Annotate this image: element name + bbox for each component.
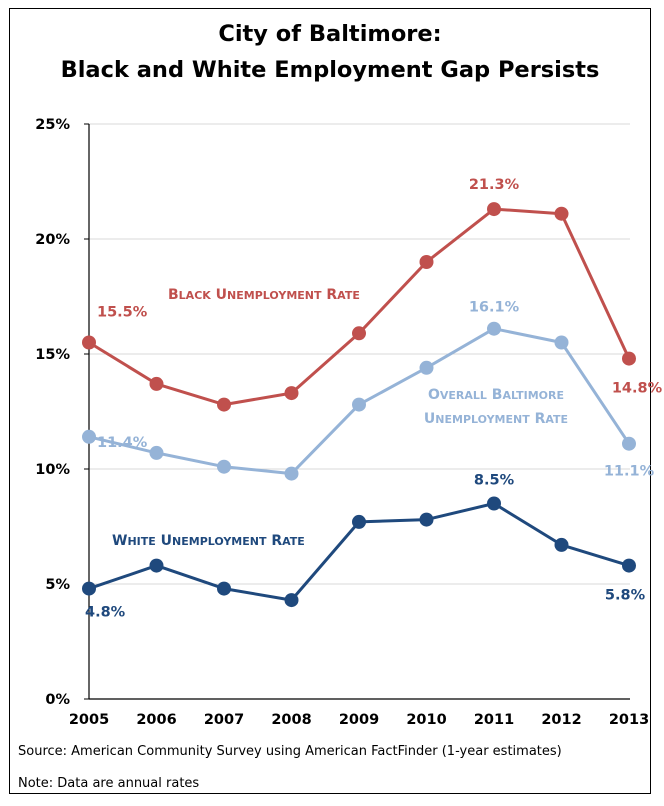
x-tick-label: 2010 (406, 712, 446, 728)
data-point (149, 558, 164, 573)
data-label: 15.5% (97, 305, 148, 321)
x-tick-label: 2012 (541, 712, 581, 728)
data-label: 11.1% (604, 464, 655, 480)
x-tick-label: 2008 (271, 712, 311, 728)
series-name-label: UNEMPLOYMENT RATE (424, 411, 568, 427)
chart-frame (9, 8, 651, 794)
data-label: 21.3% (469, 177, 520, 193)
x-tick-label: 2009 (339, 712, 379, 728)
y-tick-label: 10% (35, 462, 70, 478)
data-point (352, 397, 366, 412)
x-tick-label: 2005 (69, 712, 109, 728)
y-tick-label: 15% (35, 347, 70, 363)
data-point (487, 496, 501, 511)
source-note: Source: American Community Survey using … (18, 744, 562, 759)
data-point (217, 581, 231, 596)
data-point (419, 512, 434, 527)
data-point (352, 514, 366, 529)
series-name-label: WHITE UNEMPLOYMENT RATE (112, 533, 305, 549)
chart-title: City of Baltimore: Black and White Emplo… (9, 16, 651, 88)
y-tick-label: 0% (45, 692, 70, 708)
data-label: 8.5% (474, 473, 515, 489)
data-point (487, 202, 501, 217)
x-tick-label: 2007 (204, 712, 244, 728)
data-point (419, 255, 434, 269)
data-point (284, 593, 299, 608)
data-point (82, 429, 96, 444)
data-label: 14.8% (612, 381, 663, 397)
data-point (217, 459, 231, 474)
data-point (82, 581, 96, 596)
data-point (554, 537, 569, 552)
series-name-label: OVERALL BALTIMORE (428, 387, 564, 403)
chart-title-line-1: City of Baltimore: (218, 21, 442, 47)
data-label: 16.1% (469, 300, 520, 316)
data-point (284, 386, 299, 401)
data-point (419, 360, 434, 375)
y-tick-label: 20% (35, 232, 70, 248)
x-tick-label: 2006 (136, 712, 176, 728)
data-point (622, 351, 636, 366)
data-point (622, 436, 636, 451)
data-point (149, 445, 164, 460)
data-point (352, 326, 366, 341)
data-label: 11.4% (97, 435, 148, 451)
series-name-label: BLACK UNEMPLOYMENT RATE (168, 287, 360, 303)
data-point (554, 206, 569, 221)
y-tick-label: 5% (45, 577, 70, 593)
data-label: 4.8% (85, 605, 126, 621)
y-tick-label: 25% (35, 117, 70, 133)
data-note: Note: Data are annual rates (18, 776, 200, 791)
data-label: 5.8% (605, 588, 646, 604)
data-point (284, 466, 299, 481)
data-point (217, 397, 231, 412)
series-line (88, 207, 631, 407)
data-point (622, 558, 636, 573)
data-point (554, 335, 569, 350)
chart-title-line-2: Black and White Employment Gap Persists (60, 57, 600, 83)
data-point (487, 321, 501, 336)
data-point (149, 376, 164, 391)
data-point (82, 335, 96, 350)
x-tick-label: 2011 (474, 712, 514, 728)
x-tick-label: 2013 (609, 712, 649, 728)
